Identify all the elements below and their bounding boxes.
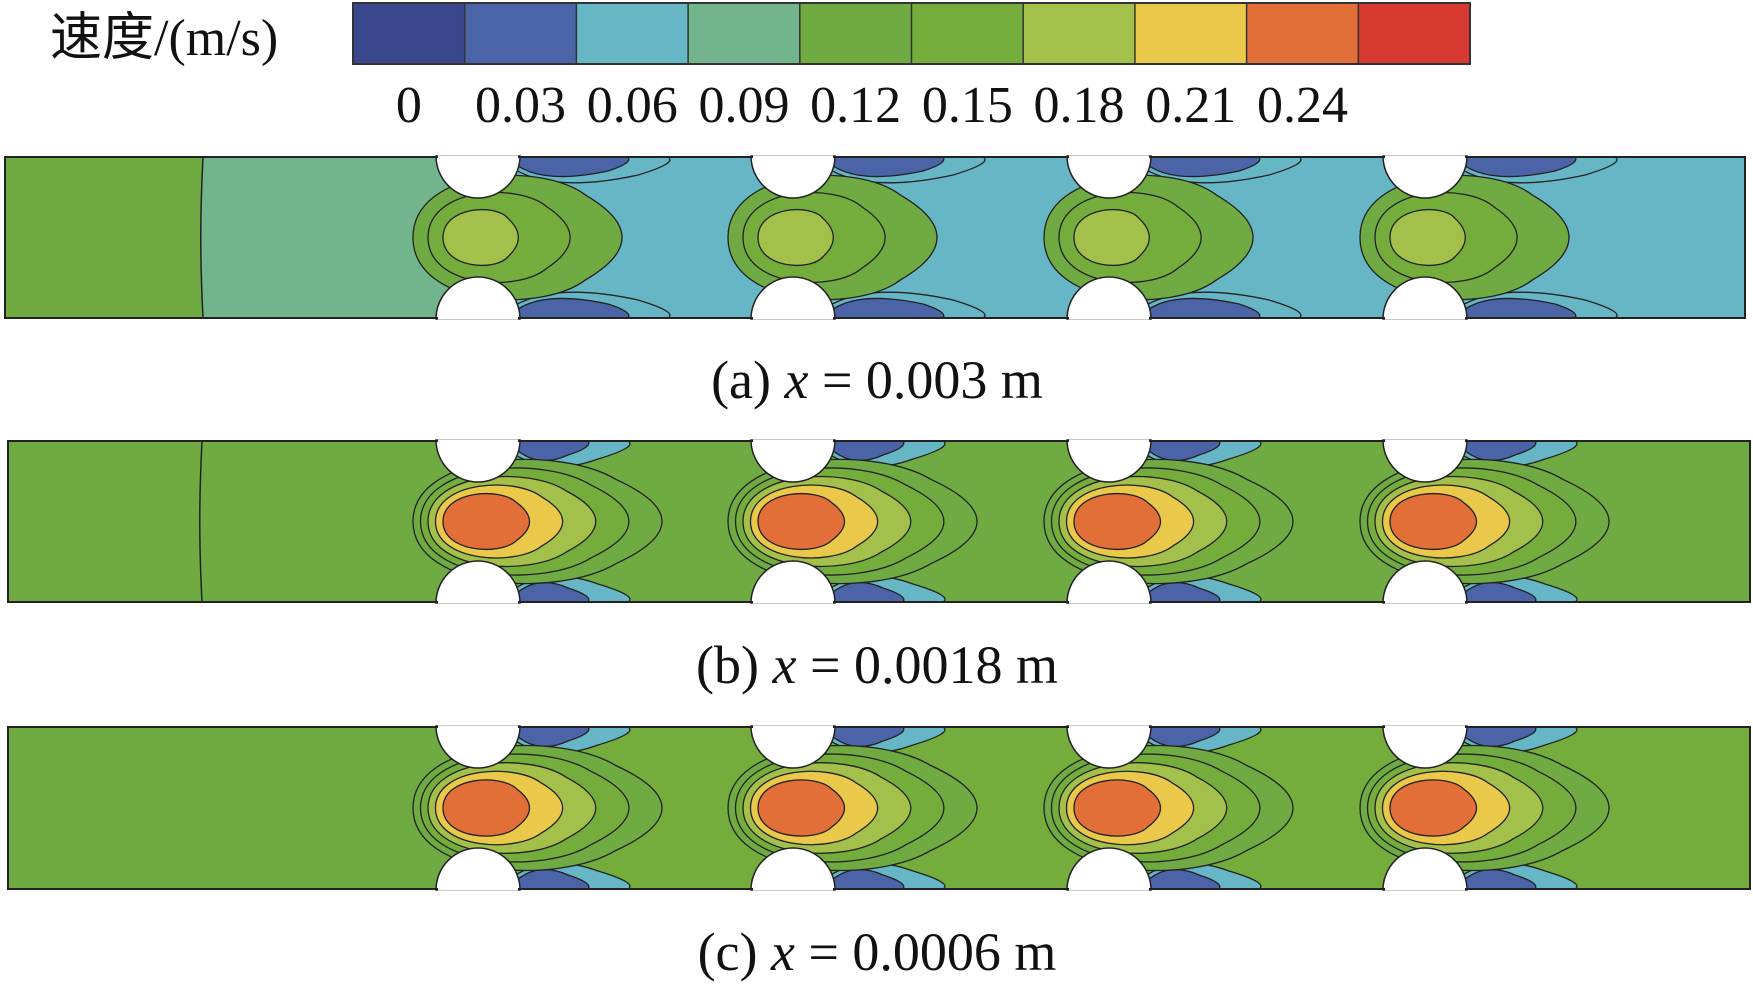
velocity-contour — [757, 492, 846, 551]
obstacle-bottom — [1382, 276, 1468, 320]
colorbar-segment — [688, 3, 801, 64]
velocity-contour — [1073, 208, 1150, 267]
wake-core — [1454, 727, 1537, 748]
colorbar-tick-label: 0 — [396, 77, 422, 134]
velocity-contour — [442, 492, 531, 551]
wake-core — [507, 297, 630, 318]
wake-core — [822, 157, 945, 178]
obstacle-top — [1382, 439, 1468, 483]
channel-frame — [7, 440, 1751, 603]
colorbar-frame — [352, 2, 1471, 65]
wake-core — [507, 727, 590, 748]
wake-core — [822, 441, 905, 462]
colorbar-label: 速度/(m/s) — [50, 10, 278, 67]
panel-c — [7, 725, 1751, 891]
colorbar-segments — [352, 2, 1471, 65]
panel-a — [4, 155, 1746, 320]
velocity-contour — [757, 208, 834, 267]
obstacle-top — [435, 155, 521, 199]
panel-b-caption: (b) x = 0.0018 m — [696, 635, 1058, 695]
wake-core — [1138, 157, 1261, 178]
wake-core — [507, 581, 590, 602]
panel-field — [8, 727, 1750, 889]
colorbar-segment — [464, 3, 577, 64]
colorbar-tick-label: 0.15 — [922, 77, 1013, 134]
colorbar-tick-label: 0.12 — [810, 77, 901, 134]
wake-core — [1454, 868, 1537, 889]
obstacle-bottom — [750, 847, 836, 891]
colorbar-ticks: 0 0.03 0.06 0.09 0.12 0.15 0.18 0.21 0.24 — [396, 77, 1348, 134]
wake-core — [1138, 868, 1221, 889]
obstacle-top — [1066, 439, 1152, 483]
channel-frame — [4, 156, 1746, 319]
colorbar-tick-label: 0.03 — [475, 77, 566, 134]
obstacle-top — [1382, 155, 1468, 199]
velocity-contour — [1389, 492, 1478, 551]
obstacle-bottom — [750, 276, 836, 320]
colorbar-tick-label: 0.06 — [587, 77, 678, 134]
colorbar-segment — [1358, 3, 1471, 64]
colorbar-segment — [1134, 3, 1248, 64]
colorbar-segment — [576, 3, 689, 64]
wake-core — [1454, 581, 1537, 602]
obstacle-bottom — [435, 560, 521, 604]
velocity-contour — [1073, 492, 1162, 551]
obstacle-bottom — [1382, 560, 1468, 604]
wake-core — [822, 868, 905, 889]
obstacle-bottom — [1066, 847, 1152, 891]
panel-c-caption: (c) x = 0.0006 m — [698, 922, 1057, 982]
panel-field — [5, 157, 1745, 318]
velocity-contour — [1073, 779, 1162, 837]
obstacle-bottom — [435, 276, 521, 320]
obstacle-bottom — [1066, 560, 1152, 604]
colorbar-tick-label: 0.09 — [698, 77, 789, 134]
channel-frame — [7, 726, 1751, 890]
wake-core — [1138, 297, 1261, 318]
obstacle-top — [1066, 725, 1152, 769]
wake-core — [1138, 581, 1221, 602]
obstacle-bottom — [435, 847, 521, 891]
wake-core — [507, 157, 630, 178]
obstacle-bottom — [1066, 276, 1152, 320]
wake-core — [1454, 157, 1577, 178]
obstacle-top — [435, 439, 521, 483]
obstacle-top — [1382, 725, 1468, 769]
colorbar: 速度/(m/s) 0 0.03 0.06 0.09 0.12 0.15 0.18 0.21 0.… — [50, 2, 1471, 134]
velocity-contour — [1389, 208, 1466, 267]
obstacle-top — [750, 155, 836, 199]
colorbar-tick-label: 0.21 — [1145, 77, 1236, 134]
colorbar-segment — [911, 3, 1024, 64]
wake-core — [507, 441, 590, 462]
wake-core — [822, 581, 905, 602]
colorbar-tick-label: 0.18 — [1034, 77, 1125, 134]
velocity-contour — [1389, 779, 1478, 837]
wake-core — [822, 727, 905, 748]
panel-a-caption: (a) x = 0.003 m — [711, 350, 1043, 410]
wake-core — [1138, 727, 1221, 748]
velocity-contour — [757, 779, 846, 837]
velocity-contour — [442, 779, 531, 837]
obstacle-bottom — [1382, 847, 1468, 891]
obstacle-top — [750, 439, 836, 483]
obstacle-top — [750, 725, 836, 769]
obstacle-top — [435, 725, 521, 769]
obstacle-top — [1066, 155, 1152, 199]
colorbar-segment — [799, 3, 912, 64]
wake-core — [507, 868, 590, 889]
colorbar-tick-label: 0.24 — [1257, 77, 1348, 134]
colorbar-segment — [1023, 3, 1136, 64]
panel-field — [8, 441, 1750, 602]
panel-b — [7, 439, 1751, 604]
colorbar-segment — [353, 3, 466, 64]
wake-core — [1138, 441, 1221, 462]
wake-core — [1454, 297, 1577, 318]
colorbar-segment — [1246, 3, 1359, 64]
obstacle-bottom — [750, 560, 836, 604]
wake-core — [822, 297, 945, 318]
velocity-contour — [442, 208, 519, 267]
wake-core — [1454, 441, 1537, 462]
